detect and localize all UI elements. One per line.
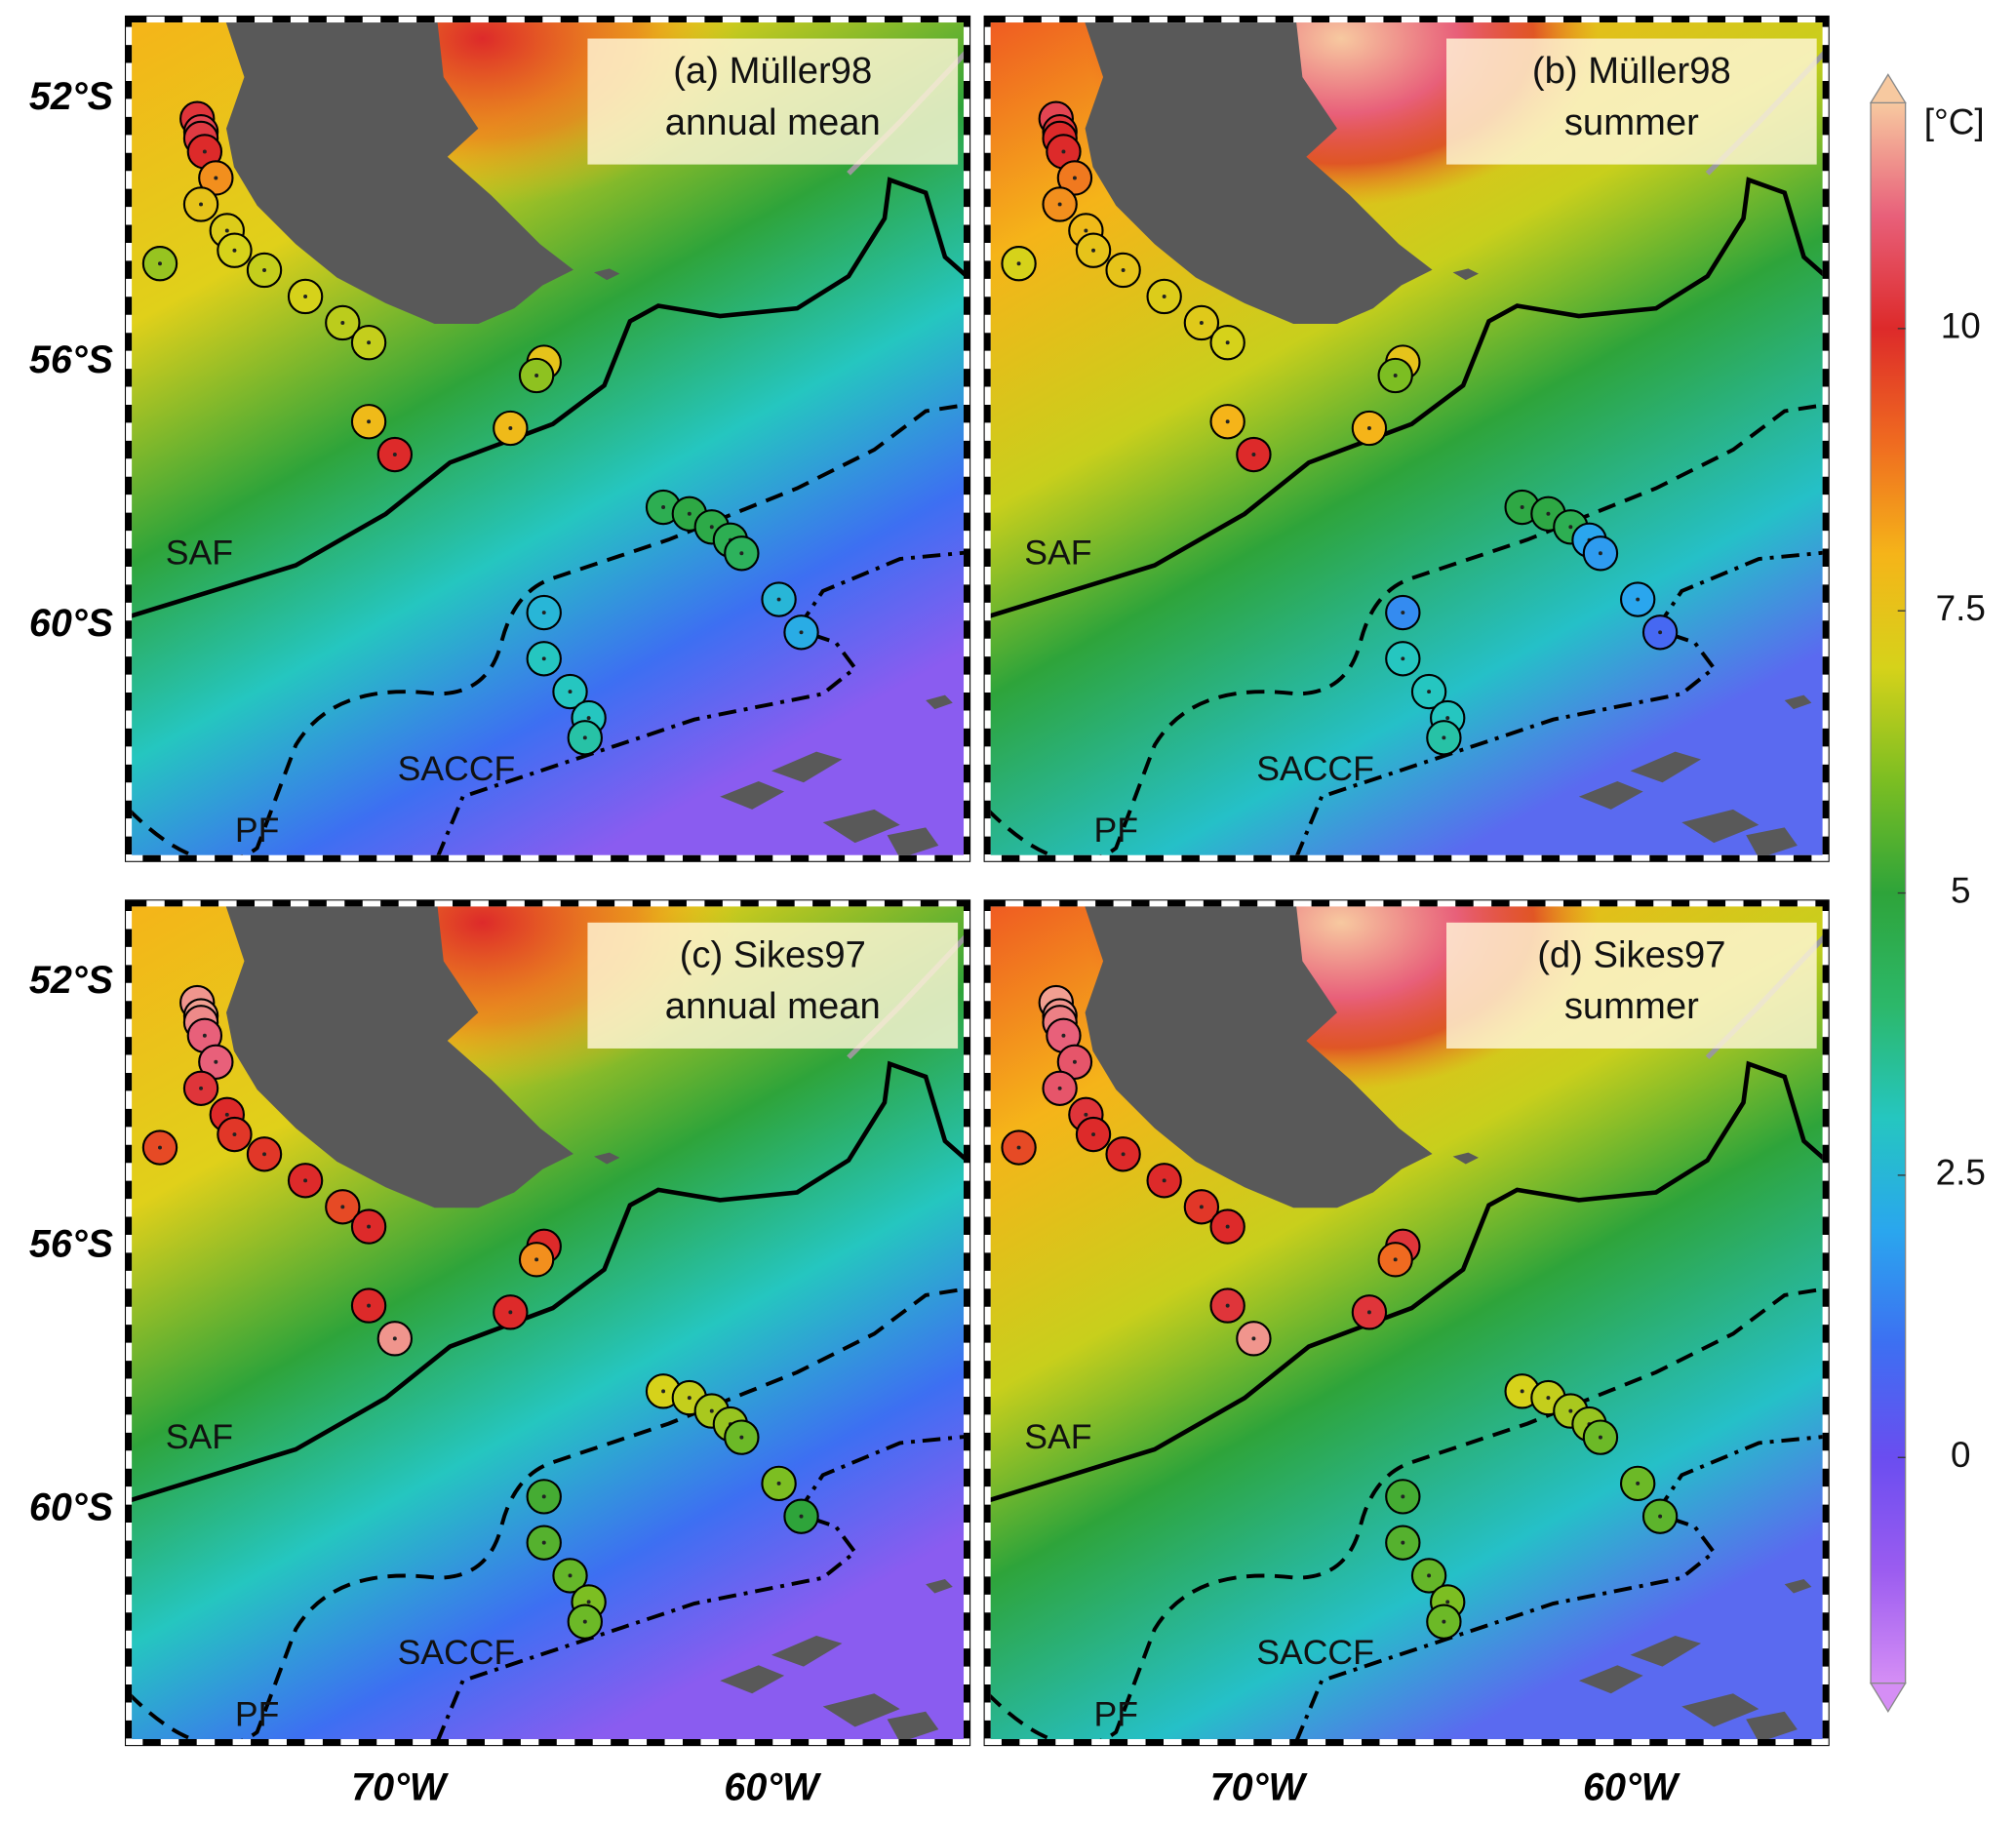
frame-ticks: [984, 899, 1830, 1746]
colorbar-tick-label: 0: [1951, 1435, 1971, 1475]
front-label: SACCF: [1256, 749, 1374, 788]
frame-ticks: [125, 899, 970, 1746]
panel-title: (c) Sikes97: [680, 934, 866, 976]
map-panel: SAF PF SACCF (c) Sikes97 annual mean: [125, 899, 971, 1747]
lat-label: 52°S: [29, 75, 113, 118]
front-label: SACCF: [398, 749, 516, 788]
colorbar-extend-bottom: [1869, 1683, 1907, 1713]
map-area: SAF PF SACCF: [128, 903, 968, 1745]
frame-edge: [983, 15, 1830, 862]
panel-title: summer: [1564, 985, 1699, 1027]
panel-title: (b) Müller98: [1532, 50, 1731, 92]
front-label: SAF: [166, 534, 233, 573]
lat-label: 60°S: [29, 1485, 113, 1528]
title-box: [1446, 922, 1817, 1049]
front-label: PF: [235, 1694, 279, 1733]
front-label: SAF: [1024, 534, 1091, 573]
frame-ticks: [125, 16, 970, 862]
colorbar-label: [°C]: [1924, 102, 1985, 142]
lon-label: 60°W: [1583, 1766, 1681, 1809]
colorbar-tick-label: 2.5: [1936, 1153, 1986, 1193]
panel-title: summer: [1564, 101, 1699, 143]
frame-edge: [125, 15, 971, 862]
title-box: [1446, 38, 1817, 165]
colorbar-tick-label: 10: [1941, 306, 1981, 346]
lat-label: 60°S: [29, 602, 113, 645]
frame-edge: [983, 899, 1830, 1747]
front-label: SAF: [1024, 1417, 1091, 1456]
front-label: PF: [235, 811, 279, 850]
frame-edge: [125, 899, 971, 1747]
map-panel: SAF PF SACCF (a) Müller98 annual mean: [125, 15, 971, 862]
lon-label: 60°W: [724, 1766, 822, 1809]
frame-ticks: [984, 16, 1830, 862]
map-panel: SAF PF SACCF (b) Müller98 summer: [983, 15, 1830, 862]
lon-label: 70°W: [1210, 1766, 1309, 1809]
panel-title: annual mean: [665, 985, 881, 1027]
colorbar-tick-label: 5: [1951, 870, 1971, 910]
colorbar-extend-top: [1869, 73, 1907, 104]
front-label: PF: [1093, 811, 1137, 850]
colorbar-tick-label: 7.5: [1936, 588, 1986, 628]
front-label: SACCF: [398, 1633, 516, 1672]
front-label: PF: [1093, 1694, 1137, 1733]
title-box: [587, 38, 959, 165]
panel-title: annual mean: [665, 101, 881, 143]
title-box: [587, 922, 959, 1049]
map-panel: SAF PF SACCF (d) Sikes97 summer: [983, 899, 1830, 1747]
panel-title: (d) Sikes97: [1537, 934, 1725, 976]
lat-label: 56°S: [29, 338, 113, 381]
lat-label: 52°S: [29, 959, 113, 1002]
lat-label: 56°S: [29, 1222, 113, 1265]
front-label: SACCF: [1256, 1633, 1374, 1672]
lon-label: 70°W: [351, 1766, 450, 1809]
front-label: SAF: [166, 1417, 233, 1456]
panel-title: (a) Müller98: [673, 50, 872, 92]
